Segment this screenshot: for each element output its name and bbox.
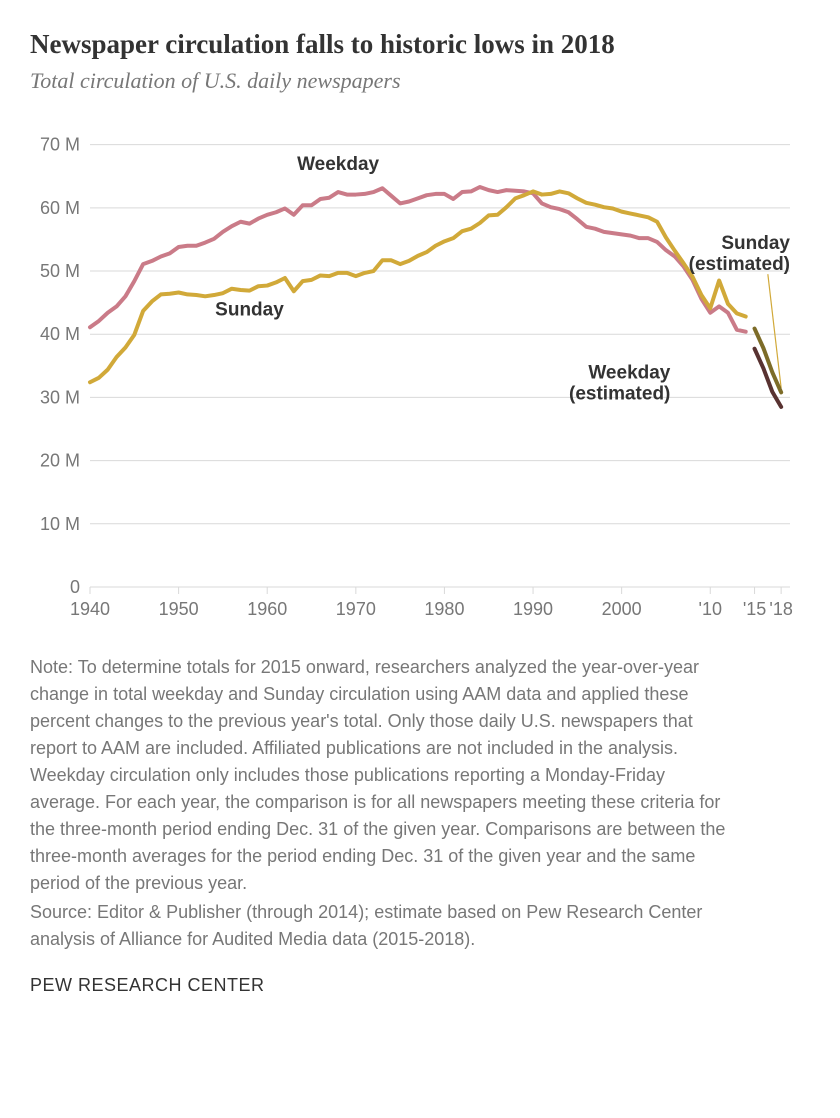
svg-text:0: 0 — [70, 577, 80, 597]
chart-subtitle: Total circulation of U.S. daily newspape… — [30, 68, 810, 94]
svg-text:1950: 1950 — [159, 599, 199, 619]
svg-text:'10: '10 — [699, 599, 722, 619]
svg-text:'15: '15 — [743, 599, 766, 619]
svg-text:10 M: 10 M — [40, 514, 80, 534]
svg-text:60 M: 60 M — [40, 198, 80, 218]
chart-title: Newspaper circulation falls to historic … — [30, 28, 810, 60]
svg-text:70 M: 70 M — [40, 135, 80, 155]
org-attribution: PEW RESEARCH CENTER — [30, 975, 810, 996]
svg-text:Weekday: Weekday — [297, 154, 379, 175]
svg-text:1990: 1990 — [513, 599, 553, 619]
svg-text:Sunday: Sunday — [215, 300, 284, 321]
svg-text:40 M: 40 M — [40, 325, 80, 345]
svg-text:'18: '18 — [769, 599, 792, 619]
chart-source: Source: Editor & Publisher (through 2014… — [30, 899, 730, 953]
svg-text:1980: 1980 — [424, 599, 464, 619]
chart-svg: 0 10 M 20 M 30 M 40 M 50 M 60 M 70 M 1940 1950 196… — [30, 112, 810, 632]
svg-text:Sunday(estimated): Sunday(estimated) — [689, 233, 791, 275]
chart-note: Note: To determine totals for 2015 onwar… — [30, 654, 730, 897]
svg-text:2000: 2000 — [602, 599, 642, 619]
svg-text:30 M: 30 M — [40, 388, 80, 408]
svg-text:1960: 1960 — [247, 599, 287, 619]
line-chart: 0 10 M 20 M 30 M 40 M 50 M 60 M 70 M 1940 1950 196… — [30, 112, 810, 632]
svg-text:20 M: 20 M — [40, 451, 80, 471]
svg-text:Weekday(estimated): Weekday(estimated) — [569, 363, 671, 405]
svg-text:50 M: 50 M — [40, 261, 80, 281]
svg-text:1940: 1940 — [70, 599, 110, 619]
svg-text:1970: 1970 — [336, 599, 376, 619]
